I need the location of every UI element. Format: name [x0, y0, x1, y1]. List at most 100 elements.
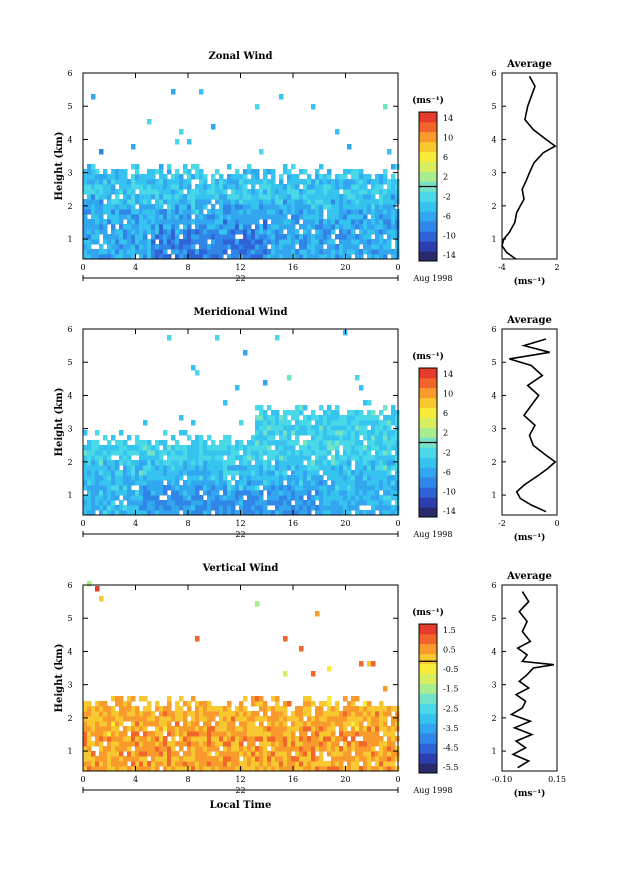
heatmap-cell — [239, 751, 244, 757]
colorbar-swatch — [419, 221, 437, 232]
heatmap-cell — [115, 204, 120, 210]
heatmap-cell — [95, 234, 100, 240]
heatmap-cell — [167, 475, 172, 481]
heatmap-cell — [363, 430, 368, 436]
profile-frame — [501, 584, 558, 772]
heatmap-cell — [183, 455, 188, 461]
heatmap-cell — [267, 485, 272, 491]
heatmap-cell — [359, 510, 364, 516]
heatmap-cell — [111, 199, 116, 205]
heatmap-cell — [311, 184, 316, 190]
heatmap-cell — [163, 234, 168, 240]
heatmap-cell — [303, 711, 308, 717]
heatmap-cell — [167, 465, 172, 471]
heatmap-cell — [211, 440, 216, 446]
heatmap-cell — [315, 746, 320, 752]
heatmap-cell — [139, 751, 144, 757]
heatmap-cell — [307, 189, 312, 195]
heatmap-cell — [235, 169, 240, 175]
heatmap-cell — [335, 721, 340, 727]
heatmap-cell — [167, 761, 172, 767]
heatmap-cell — [167, 254, 172, 260]
heatmap-cell — [387, 229, 392, 235]
heatmap-cell — [139, 184, 144, 190]
heatmap-cell — [191, 239, 196, 245]
heatmap-cell — [107, 450, 112, 456]
heatmap-cell — [195, 500, 200, 506]
heatmap-cell — [183, 229, 188, 235]
heatmap-cell — [83, 480, 88, 486]
heatmap-cell — [355, 249, 360, 255]
heatmap-cell — [331, 430, 336, 436]
heatmap-cell — [227, 495, 232, 501]
heatmap-cell — [383, 229, 388, 235]
heatmap-cell — [123, 465, 128, 471]
heatmap-cell — [359, 716, 364, 722]
heatmap-cell — [175, 460, 180, 466]
heatmap-cell — [271, 450, 276, 456]
heatmap-cell — [299, 204, 304, 210]
heatmap-cell — [323, 194, 328, 200]
heatmap-cell — [299, 244, 304, 250]
y-tick-label: 2 — [67, 458, 72, 467]
heatmap-cell — [307, 460, 312, 466]
heatmap-cell — [95, 455, 100, 461]
heatmap-cell — [199, 89, 204, 95]
heatmap-cell — [335, 430, 340, 436]
heatmap-cell — [275, 234, 280, 240]
heatmap-cell — [339, 219, 344, 225]
heatmap-cell — [119, 741, 124, 747]
heatmap-cell — [347, 410, 352, 416]
heatmap-cell — [327, 234, 332, 240]
heatmap-cell — [147, 174, 152, 180]
heatmap-cell — [303, 751, 308, 757]
heatmap-cell — [83, 239, 88, 245]
heatmap-cell — [155, 460, 160, 466]
heatmap-cell — [339, 440, 344, 446]
heatmap-cell — [199, 234, 204, 240]
heatmap-cell — [139, 239, 144, 245]
heatmap-cell — [339, 490, 344, 496]
heatmap-cell — [387, 149, 392, 155]
heatmap-cell — [207, 475, 212, 481]
heatmap-cell — [347, 455, 352, 461]
heatmap-cell — [259, 746, 264, 752]
heatmap-cell — [379, 495, 384, 501]
heatmap-cell — [187, 450, 192, 456]
heatmap-cell — [323, 731, 328, 737]
colorbar-swatch — [419, 683, 437, 694]
heatmap-cell — [243, 169, 248, 175]
heatmap-cell — [83, 254, 88, 260]
heatmap-cell — [323, 440, 328, 446]
heatmap-cell — [227, 711, 232, 717]
heatmap-cell — [115, 746, 120, 752]
heatmap-cell — [343, 460, 348, 466]
heatmap-cell — [179, 485, 184, 491]
heatmap-cell — [367, 249, 372, 255]
heatmap-cell — [171, 89, 176, 95]
heatmap-cell — [323, 500, 328, 506]
heatmap-cell — [211, 761, 216, 767]
heatmap-cell — [199, 179, 204, 185]
heatmap-cell — [351, 711, 356, 717]
heatmap-cell — [99, 199, 104, 205]
heatmap-cell — [331, 500, 336, 506]
heatmap-cell — [307, 736, 312, 742]
heatmap-cell — [295, 465, 300, 471]
heatmap-cell — [83, 209, 88, 215]
heatmap-cell — [187, 751, 192, 757]
heatmap-cell — [275, 766, 280, 772]
heatmap-cell — [135, 209, 140, 215]
heatmap-cell — [143, 721, 148, 727]
heatmap-cell — [87, 244, 92, 250]
heatmap-cell — [87, 219, 92, 225]
heatmap-cell — [219, 204, 224, 210]
heatmap-cell — [391, 455, 396, 461]
profile-y-tick-label: 4 — [491, 391, 496, 400]
heatmap-cell — [227, 480, 232, 486]
heatmap-cell — [167, 244, 172, 250]
heatmap-cell — [323, 425, 328, 431]
heatmap-cell — [227, 766, 232, 772]
heatmap-cell — [295, 460, 300, 466]
heatmap-cell — [203, 510, 208, 516]
